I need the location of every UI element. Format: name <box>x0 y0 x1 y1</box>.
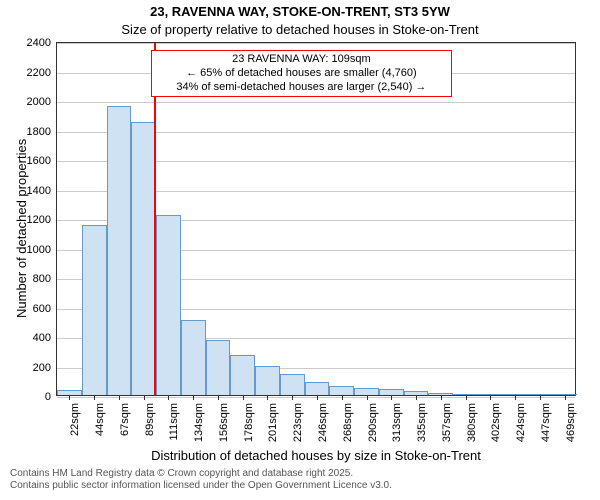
histogram-bar <box>156 215 181 395</box>
gridline <box>57 397 575 398</box>
x-tick-label: 380sqm <box>466 403 478 442</box>
x-tick-label: 424sqm <box>515 403 527 442</box>
x-tick-label: 335sqm <box>416 403 428 442</box>
histogram-bar <box>255 366 280 396</box>
histogram-bar <box>305 382 330 395</box>
x-tick-label: 469sqm <box>565 403 577 442</box>
footer-line1: Contains HM Land Registry data © Crown c… <box>10 468 392 480</box>
x-axis-label: Distribution of detached houses by size … <box>56 448 576 463</box>
histogram-bar <box>280 374 305 395</box>
x-tick-label: 246sqm <box>317 403 329 442</box>
chart-title-line2: Size of property relative to detached ho… <box>0 22 600 37</box>
y-axis-label: Number of detached properties <box>14 139 29 318</box>
footer-attribution: Contains HM Land Registry data © Crown c… <box>10 468 392 491</box>
x-tick-label: 357sqm <box>441 403 453 442</box>
x-tick-label: 402sqm <box>490 403 502 442</box>
gridline <box>57 43 575 44</box>
y-tick-label: 2000 <box>27 96 51 108</box>
x-tick-label: 290sqm <box>367 403 379 442</box>
gridline <box>57 102 575 103</box>
x-tick-label: 201sqm <box>267 403 279 442</box>
y-tick-label: 1000 <box>27 244 51 256</box>
annotation-line: ← 65% of detached houses are smaller (4,… <box>156 67 448 81</box>
x-tick-label: 223sqm <box>292 403 304 442</box>
x-tick-label: 67sqm <box>119 403 131 436</box>
x-tick-label: 178sqm <box>243 403 255 442</box>
footer-line2: Contains public sector information licen… <box>10 480 392 492</box>
histogram-bar <box>82 225 107 395</box>
histogram-bar <box>131 122 156 395</box>
y-tick-label: 800 <box>33 273 51 285</box>
x-tick-label: 313sqm <box>391 403 403 442</box>
x-tick-label: 44sqm <box>94 403 106 436</box>
histogram-bar <box>329 386 354 395</box>
x-tick-label: 134sqm <box>193 403 205 442</box>
plot-area: 0200400600800100012001400160018002000220… <box>56 42 576 396</box>
annotation-line: 23 RAVENNA WAY: 109sqm <box>156 53 448 67</box>
histogram-bar <box>206 340 231 395</box>
y-tick-label: 1200 <box>27 214 51 226</box>
chart-title-line1: 23, RAVENNA WAY, STOKE-ON-TRENT, ST3 5YW <box>0 4 600 19</box>
x-tick-label: 268sqm <box>342 403 354 442</box>
histogram-bar <box>181 320 206 395</box>
y-tick-label: 2200 <box>27 67 51 79</box>
annotation-line: 34% of semi-detached houses are larger (… <box>156 81 448 95</box>
histogram-bar <box>107 106 132 395</box>
x-tick-label: 22sqm <box>69 403 81 436</box>
y-tick-label: 600 <box>33 303 51 315</box>
y-tick-label: 1800 <box>27 126 51 138</box>
x-tick-label: 156sqm <box>218 403 230 442</box>
x-tick-label: 447sqm <box>540 403 552 442</box>
y-tick-label: 1400 <box>27 185 51 197</box>
histogram-bar <box>354 388 379 395</box>
y-tick-label: 200 <box>33 362 51 374</box>
annotation-box: 23 RAVENNA WAY: 109sqm← 65% of detached … <box>151 50 453 97</box>
y-tick-label: 0 <box>45 391 51 403</box>
x-tick-label: 89sqm <box>144 403 156 436</box>
x-tick-label: 111sqm <box>168 403 180 441</box>
y-tick-label: 1600 <box>27 155 51 167</box>
y-tick-label: 400 <box>33 332 51 344</box>
histogram-bar <box>230 355 255 395</box>
y-tick-label: 2400 <box>27 37 51 49</box>
